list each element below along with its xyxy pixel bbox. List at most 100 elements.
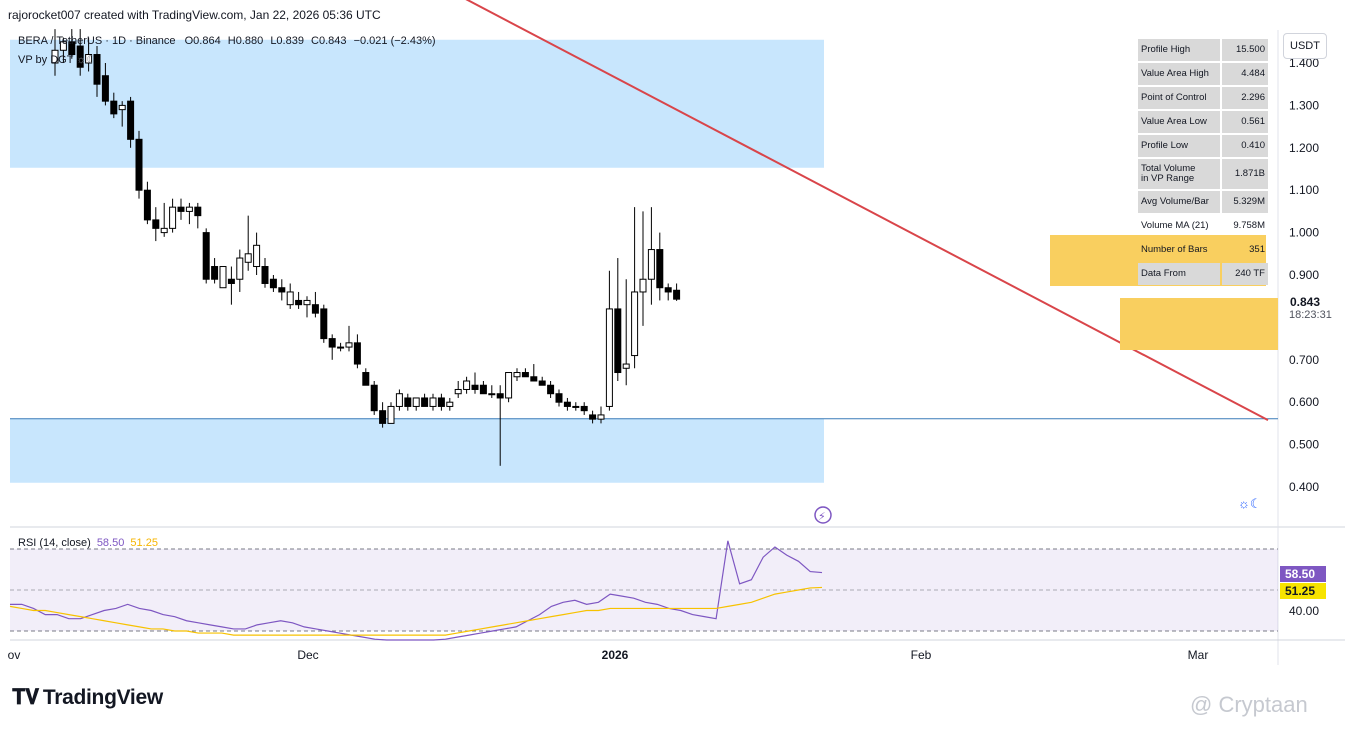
vp-stat-label: Profile High xyxy=(1138,39,1220,61)
vp-stat-value: 9.758M xyxy=(1233,220,1265,231)
candle-body xyxy=(387,405,395,424)
vp-indicator-label[interactable]: VP by DGT ☼☾ xyxy=(18,53,96,66)
candle-body xyxy=(85,54,93,64)
candle-body xyxy=(345,342,353,348)
vp-stat-label: Value Area Low xyxy=(1138,111,1220,133)
tradingview-logo[interactable]: 𝐓𝐕 TradingView xyxy=(12,686,163,709)
time-tick-label: 2026 xyxy=(602,648,629,662)
candle-body xyxy=(227,278,235,284)
candle-body xyxy=(639,278,647,293)
candle-body xyxy=(160,227,168,234)
vp-stat-value: 0.410 xyxy=(1222,135,1268,157)
rsi-ma-value-tag: 51.25 xyxy=(1280,583,1326,599)
candle-body xyxy=(236,257,244,280)
vp-stat-value: 5.329M xyxy=(1222,191,1268,213)
vp-stat-value: 4.484 xyxy=(1222,63,1268,85)
candle-body xyxy=(631,291,639,357)
candle-body xyxy=(68,41,76,56)
value-area-upper-zone xyxy=(10,39,824,168)
candle-body xyxy=(379,410,387,424)
vp-stat-row: Data From 240 TF xyxy=(1138,263,1268,285)
candle-body xyxy=(555,393,563,403)
time-tick-label: Mar xyxy=(1188,648,1209,662)
vp-stat-label: Value Area High xyxy=(1138,63,1220,85)
time-tick-label: ov xyxy=(8,648,21,662)
candle-body xyxy=(135,138,143,191)
candle-body xyxy=(118,104,126,111)
candle-body xyxy=(253,244,261,268)
vp-label: VP by DGT xyxy=(18,54,74,66)
candle-body xyxy=(572,405,580,408)
candle-body xyxy=(395,393,403,407)
candle-body xyxy=(143,189,151,221)
candle-body xyxy=(286,291,294,306)
candle-body xyxy=(295,299,303,306)
candle-body xyxy=(437,397,445,407)
candle-body xyxy=(362,372,370,386)
candle-body xyxy=(110,100,118,115)
vp-stat-label: Avg Volume/Bar xyxy=(1138,191,1220,213)
currency-button[interactable]: USDT xyxy=(1283,33,1327,59)
candle-body xyxy=(454,388,462,395)
candle-body xyxy=(488,393,496,396)
candle-body xyxy=(152,219,160,229)
countdown-timer: 18:23:31 xyxy=(1289,309,1332,321)
vp-stat-value: 351 xyxy=(1249,244,1265,255)
vp-stat-value: 240 TF xyxy=(1222,263,1268,285)
candle-body xyxy=(505,372,513,399)
rsi-line xyxy=(10,540,823,641)
candle-body xyxy=(404,397,412,407)
candle-body xyxy=(429,397,437,407)
vp-stat-row: Profile Low 0.410 xyxy=(1138,135,1268,157)
candle-body xyxy=(673,289,681,300)
candle-body xyxy=(244,253,252,263)
last-price-label: 0.843 xyxy=(1290,295,1321,309)
candle-body xyxy=(370,384,378,412)
rsi-legend[interactable]: RSI (14, close) 58.50 51.25 xyxy=(18,537,158,549)
candle-body xyxy=(185,206,193,212)
symbol-label[interactable]: BERA / TetherUS · 1D · Binance xyxy=(18,35,176,47)
candle-body xyxy=(521,372,529,378)
rsi-label: RSI (14, close) xyxy=(18,537,91,549)
vp-stat-label: Profile Low xyxy=(1138,135,1220,157)
watermark: @ Cryptaan xyxy=(1190,692,1308,717)
candle-body xyxy=(547,384,555,395)
price-tick-label: 1.400 xyxy=(1289,56,1319,70)
high-value: H0.880 xyxy=(227,35,264,47)
vp-stat-value: 2.296 xyxy=(1222,87,1268,109)
candle-body xyxy=(479,384,487,395)
candle-body xyxy=(311,304,319,314)
value-area-lower-zone xyxy=(10,418,824,483)
candle-body xyxy=(463,380,471,390)
price-tick-label: 0.700 xyxy=(1289,353,1319,367)
candle-body xyxy=(446,401,454,407)
lightning-icon xyxy=(814,506,832,524)
close-value: C0.843 xyxy=(311,35,347,47)
candle-body xyxy=(93,54,101,85)
vp-stat-row: Avg Volume/Bar 5.329M xyxy=(1138,191,1268,213)
candle-body xyxy=(219,266,227,289)
rsi-legend-value: 58.50 xyxy=(96,537,125,549)
candle-body xyxy=(127,100,135,140)
vp-stat-label: Number of Bars xyxy=(1141,244,1208,255)
candle-body xyxy=(622,363,630,369)
price-tick-label: 1.300 xyxy=(1289,98,1319,112)
candle-body xyxy=(337,346,345,349)
vp-stat-row: Value Area Low 0.561 xyxy=(1138,111,1268,133)
candle-body xyxy=(261,266,269,284)
price-tick-label: 1.100 xyxy=(1289,183,1319,197)
vp-stat-value: 1.871B xyxy=(1222,159,1268,189)
rsi-ma-legend-value: 51.25 xyxy=(130,537,158,549)
vp-stat-row: Number of Bars 351 xyxy=(1138,239,1268,261)
vp-stat-row: Total Volume in VP Range 1.871B xyxy=(1138,159,1268,189)
candle-body xyxy=(589,414,597,420)
price-tick-label: 0.400 xyxy=(1289,480,1319,494)
price-tick-label: 0.500 xyxy=(1289,438,1319,452)
candle-body xyxy=(194,206,202,217)
candle-body xyxy=(412,397,420,407)
author-credit: rajorocket007 created with TradingView.c… xyxy=(8,8,381,22)
candle-body xyxy=(320,308,328,340)
theme-icon[interactable]: ☼☾ xyxy=(1238,496,1262,511)
open-value: O0.864 xyxy=(184,35,221,47)
